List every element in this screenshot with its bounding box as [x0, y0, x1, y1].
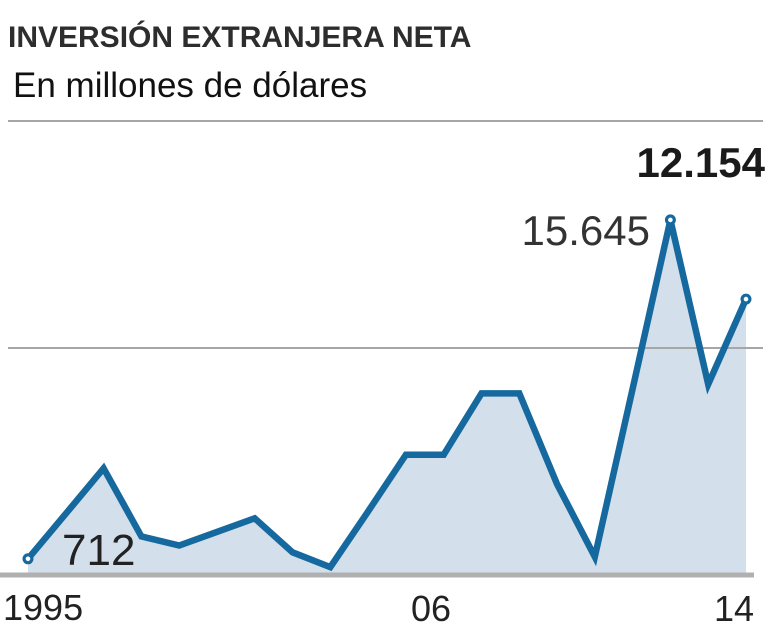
x-tick-2014: 14: [714, 588, 754, 629]
area-fill: [28, 219, 746, 573]
point-markers: [22, 214, 752, 565]
chart-title: INVERSIÓN EXTRANJERA NETA: [8, 21, 472, 54]
chart-subtitle: En millones de dólares: [13, 66, 368, 105]
x-tick-2006: 06: [411, 588, 451, 629]
x-tick-1995: 1995: [3, 587, 83, 628]
data-point-marker: [22, 553, 34, 565]
value-label-latest: 12.154: [637, 139, 766, 186]
data-point-marker: [664, 214, 676, 226]
value-label-peak: 15.645: [522, 207, 650, 254]
trend-line: [24, 219, 750, 572]
data-point-marker: [740, 293, 752, 305]
value-label-first: 712: [62, 526, 135, 575]
